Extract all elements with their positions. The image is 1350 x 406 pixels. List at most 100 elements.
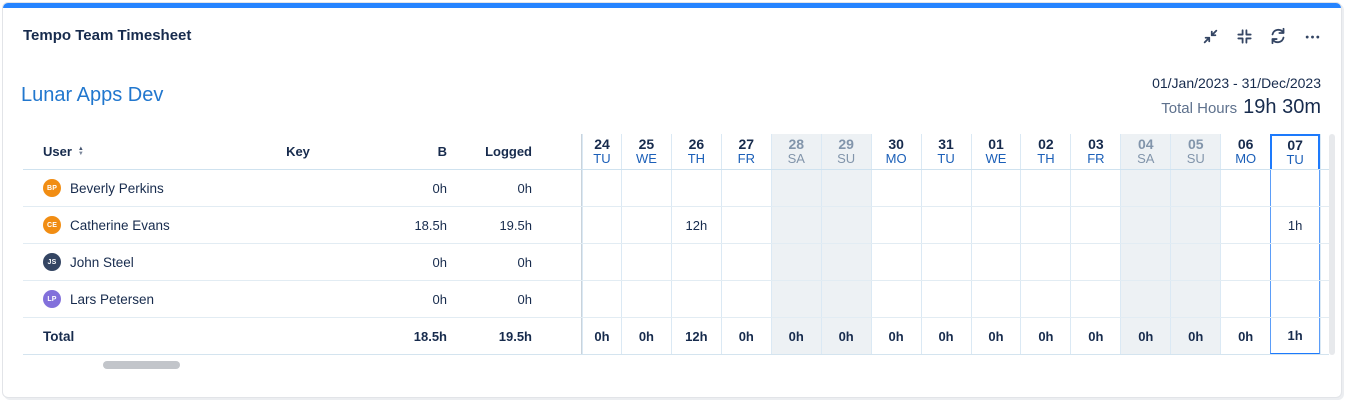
- day-cell-02[interactable]: [1020, 207, 1070, 243]
- user-row[interactable]: LP Lars Petersen 0h 0h: [23, 281, 1329, 318]
- day-cell-04[interactable]: [1120, 207, 1171, 243]
- day-cell-24[interactable]: [582, 207, 621, 243]
- column-header-user[interactable]: User ▲ ▼: [23, 134, 253, 169]
- day-cell-01[interactable]: [970, 244, 1021, 280]
- day-cell-07[interactable]: [1270, 170, 1321, 206]
- clipped-next-column: [1320, 134, 1329, 169]
- total-hours-label: Total Hours: [1161, 100, 1238, 117]
- day-number: 04: [1138, 135, 1154, 152]
- day-header-05: 05 SU: [1170, 134, 1221, 169]
- day-cell-26[interactable]: [670, 281, 721, 317]
- day-cell-04[interactable]: [1120, 281, 1171, 317]
- ellipsis-icon[interactable]: [1301, 25, 1323, 47]
- day-cell-29[interactable]: [820, 281, 871, 317]
- day-header-03: 03 FR: [1070, 134, 1120, 169]
- horizontal-scrollbar-thumb[interactable]: [103, 361, 180, 369]
- day-columns: 0h 0h 12h 0h 0h 0h 0h 0h 0h 0h 0h 0h 0h 0h 1h: [581, 318, 1329, 354]
- compress-corners-icon[interactable]: [1233, 25, 1255, 47]
- day-cell-31[interactable]: [920, 244, 971, 280]
- sort-icon[interactable]: ▲ ▼: [77, 145, 84, 157]
- period-summary: 01/Jan/2023 - 31/Dec/2023 Total Hours 19h…: [1152, 75, 1321, 119]
- day-cell-01[interactable]: [970, 170, 1021, 206]
- clipped-next-column: [1320, 318, 1329, 354]
- day-cell-29[interactable]: [820, 170, 871, 206]
- day-cell-26[interactable]: [670, 170, 721, 206]
- logged-hours-cell: 0h: [517, 254, 532, 270]
- day-cell-03[interactable]: [1070, 244, 1120, 280]
- day-of-week: SU: [1186, 151, 1205, 167]
- day-cell-05[interactable]: [1170, 244, 1221, 280]
- day-cell-03[interactable]: [1070, 281, 1120, 317]
- avatar: LP: [43, 290, 61, 308]
- day-cell-01[interactable]: [970, 207, 1021, 243]
- day-cell-26[interactable]: [670, 244, 721, 280]
- b-hours-cell: 0h: [432, 180, 447, 196]
- day-cell-27[interactable]: [720, 170, 771, 206]
- day-cell-05[interactable]: [1170, 170, 1221, 206]
- day-cell-30[interactable]: [870, 170, 921, 206]
- day-cell-06[interactable]: [1220, 281, 1270, 317]
- day-cell-02[interactable]: [1020, 281, 1070, 317]
- day-cell-26[interactable]: 12h: [670, 207, 721, 243]
- day-cell-25[interactable]: [620, 170, 671, 206]
- day-cell-02[interactable]: [1020, 170, 1070, 206]
- day-cell-24: 0h: [582, 318, 621, 354]
- day-cell-02[interactable]: [1020, 244, 1070, 280]
- day-cell-06[interactable]: [1220, 244, 1270, 280]
- day-cell-24[interactable]: [582, 244, 621, 280]
- user-row[interactable]: CE Catherine Evans 18.5h 19.5h 12h 1h: [23, 207, 1329, 244]
- day-cell-27[interactable]: [720, 244, 771, 280]
- user-cell: JS John Steel: [23, 244, 253, 280]
- day-cell-05[interactable]: [1170, 281, 1221, 317]
- day-cell-25[interactable]: [620, 244, 671, 280]
- vertical-scrollbar[interactable]: [1329, 134, 1335, 355]
- day-cell-06[interactable]: [1220, 170, 1270, 206]
- collapse-diagonal-icon[interactable]: [1199, 25, 1221, 47]
- day-cell-07[interactable]: 1h: [1270, 207, 1321, 243]
- day-cell-28[interactable]: [770, 170, 821, 206]
- day-header-04: 04 SA: [1120, 134, 1171, 169]
- day-number: 24: [594, 135, 610, 152]
- avatar: CE: [43, 216, 61, 234]
- day-cell-30[interactable]: [870, 207, 921, 243]
- day-of-week: FR: [737, 151, 755, 167]
- day-cell-27[interactable]: [720, 281, 771, 317]
- day-cell-30[interactable]: [870, 281, 921, 317]
- day-header-27: 27 FR: [720, 134, 771, 169]
- day-cell-31[interactable]: [920, 170, 971, 206]
- day-cell-27[interactable]: [720, 207, 771, 243]
- user-row[interactable]: BP Beverly Perkins 0h 0h: [23, 170, 1329, 207]
- day-cell-25[interactable]: [620, 207, 671, 243]
- day-cell-04[interactable]: [1120, 170, 1171, 206]
- day-cell-31[interactable]: [920, 281, 971, 317]
- day-cell-28[interactable]: [770, 207, 821, 243]
- refresh-icon[interactable]: [1267, 25, 1289, 47]
- logged-hours-cell: 19.5h: [499, 217, 532, 233]
- day-cell-07[interactable]: [1270, 281, 1321, 317]
- day-cell-30[interactable]: [870, 244, 921, 280]
- day-cell-03[interactable]: [1070, 207, 1120, 243]
- day-of-week: SA: [787, 151, 805, 167]
- team-name-link[interactable]: Lunar Apps Dev: [21, 84, 164, 106]
- day-columns: 12h 1h: [581, 207, 1329, 243]
- day-cell-24[interactable]: [582, 281, 621, 317]
- day-cell-06: 0h: [1220, 318, 1270, 354]
- day-cell-05: 0h: [1170, 318, 1221, 354]
- day-cell-03[interactable]: [1070, 170, 1120, 206]
- day-cell-25[interactable]: [620, 281, 671, 317]
- day-cell-07[interactable]: [1270, 244, 1321, 280]
- day-cell-24[interactable]: [582, 170, 621, 206]
- day-cell-04[interactable]: [1120, 244, 1171, 280]
- day-cell-28[interactable]: [770, 244, 821, 280]
- user-row[interactable]: JS John Steel 0h 0h: [23, 244, 1329, 281]
- day-cell-31[interactable]: [920, 207, 971, 243]
- day-cell-05[interactable]: [1170, 207, 1221, 243]
- day-cell-29[interactable]: [820, 207, 871, 243]
- day-cell-29[interactable]: [820, 244, 871, 280]
- day-cell-28[interactable]: [770, 281, 821, 317]
- day-cell-06[interactable]: [1220, 207, 1270, 243]
- day-cell-01[interactable]: [970, 281, 1021, 317]
- day-of-week: TH: [1037, 151, 1055, 167]
- column-header-logged: Logged: [485, 144, 532, 159]
- total-key-cell: [253, 318, 343, 354]
